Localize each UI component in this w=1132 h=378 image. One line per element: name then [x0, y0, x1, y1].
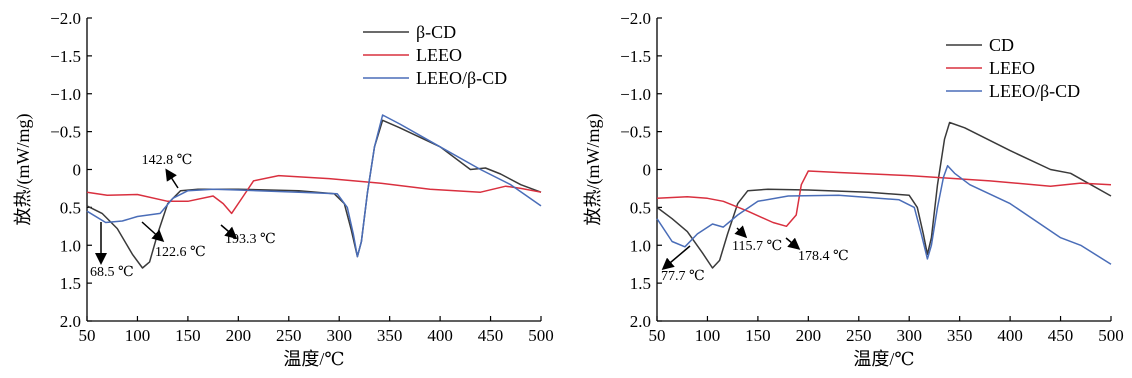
series-line-1 [656, 121, 1112, 269]
y-tick-label: 1.0 [60, 236, 81, 255]
x-axis-title: 温度/℃ [853, 349, 914, 369]
y-tick-label: −1.5 [620, 47, 651, 66]
x-tick-label: 50 [649, 326, 666, 345]
x-tick-label: 400 [427, 326, 453, 345]
x-tick-label: 400 [997, 326, 1023, 345]
chart-panel-left: 50 100 150 200 250 300 350 400 450 500 −2.0 −1.5 −1.… [13, 9, 554, 369]
x-tick-label: 150 [175, 326, 201, 345]
y-tick-label: 0.5 [630, 198, 651, 217]
y-tick-label: 2.0 [60, 312, 81, 331]
annotation-arrow [141, 221, 165, 243]
annotation-arrow [165, 168, 179, 189]
y-axis-title: 放热/(mW/mg) [583, 114, 604, 226]
legend-label: LEEO [416, 45, 462, 65]
x-tick-label: 350 [377, 326, 403, 345]
x-tick-label: 100 [125, 326, 151, 345]
y-tick-label: −0.5 [620, 123, 651, 142]
legend-label: β-CD [416, 22, 456, 42]
series-line-2 [656, 170, 1112, 228]
x-tick-label: 100 [695, 326, 721, 345]
annotation-label: 68.5 ℃ [90, 265, 134, 280]
x-tick-label: 450 [1048, 326, 1074, 345]
x-tick-label: 350 [947, 326, 973, 345]
x-tick-label: 500 [1098, 326, 1124, 345]
y-tick-label: −0.5 [50, 123, 81, 142]
y-tick-label: 0 [73, 161, 82, 180]
annotation-label: 178.4 ℃ [798, 249, 849, 264]
annotation-arrow [734, 225, 748, 239]
y-tick-label: −2.0 [620, 9, 651, 28]
y-tick-label: −1.0 [620, 85, 651, 104]
chart-panel-right: 50 100 150 200 250 300 350 400 450 500 −2.0 −1.5 −1.… [583, 9, 1124, 369]
annotation-arrow [220, 224, 238, 239]
y-tick-label: 1.0 [630, 236, 651, 255]
x-tick-label: 450 [478, 326, 504, 345]
annotation-arrow [661, 245, 691, 270]
annotation-label: 115.7 ℃ [732, 239, 782, 254]
x-tick-label: 300 [326, 326, 352, 345]
series-line-3 [86, 114, 542, 258]
y-tick-label: 0.5 [60, 198, 81, 217]
y-tick-label: 2.0 [630, 312, 651, 331]
y-tick-label: 1.5 [630, 274, 651, 293]
y-tick-label: −1.5 [50, 47, 81, 66]
annotation-label: 122.6 ℃ [155, 245, 206, 260]
x-tick-label: 500 [528, 326, 554, 345]
x-axis-title: 温度/℃ [283, 349, 344, 369]
x-tick-label: 50 [79, 326, 96, 345]
annotation-label: 77.7 ℃ [661, 269, 705, 284]
x-tick-label: 200 [226, 326, 252, 345]
annotation-label: 142.8 ℃ [142, 153, 193, 168]
series-line-3 [656, 164, 1112, 265]
y-tick-label: 0 [643, 161, 652, 180]
y-tick-label: −1.0 [50, 85, 81, 104]
legend-label: CD [989, 35, 1014, 55]
x-tick-label: 250 [846, 326, 872, 345]
y-tick-label: 1.5 [60, 274, 81, 293]
x-tick-label: 250 [276, 326, 302, 345]
y-axis-title: 放热/(mW/mg) [13, 114, 34, 226]
y-tick-label: −2.0 [50, 9, 81, 28]
x-tick-label: 150 [745, 326, 771, 345]
annotation-label: 193.3 ℃ [225, 232, 276, 247]
x-tick-label: 200 [796, 326, 822, 345]
legend-label: LEEO [989, 58, 1035, 78]
legend-label: LEEO/β-CD [989, 81, 1080, 101]
x-tick-label: 300 [896, 326, 922, 345]
annotation-arrow [785, 237, 801, 250]
legend-label: LEEO/β-CD [416, 68, 507, 88]
series-line-2 [86, 174, 542, 215]
